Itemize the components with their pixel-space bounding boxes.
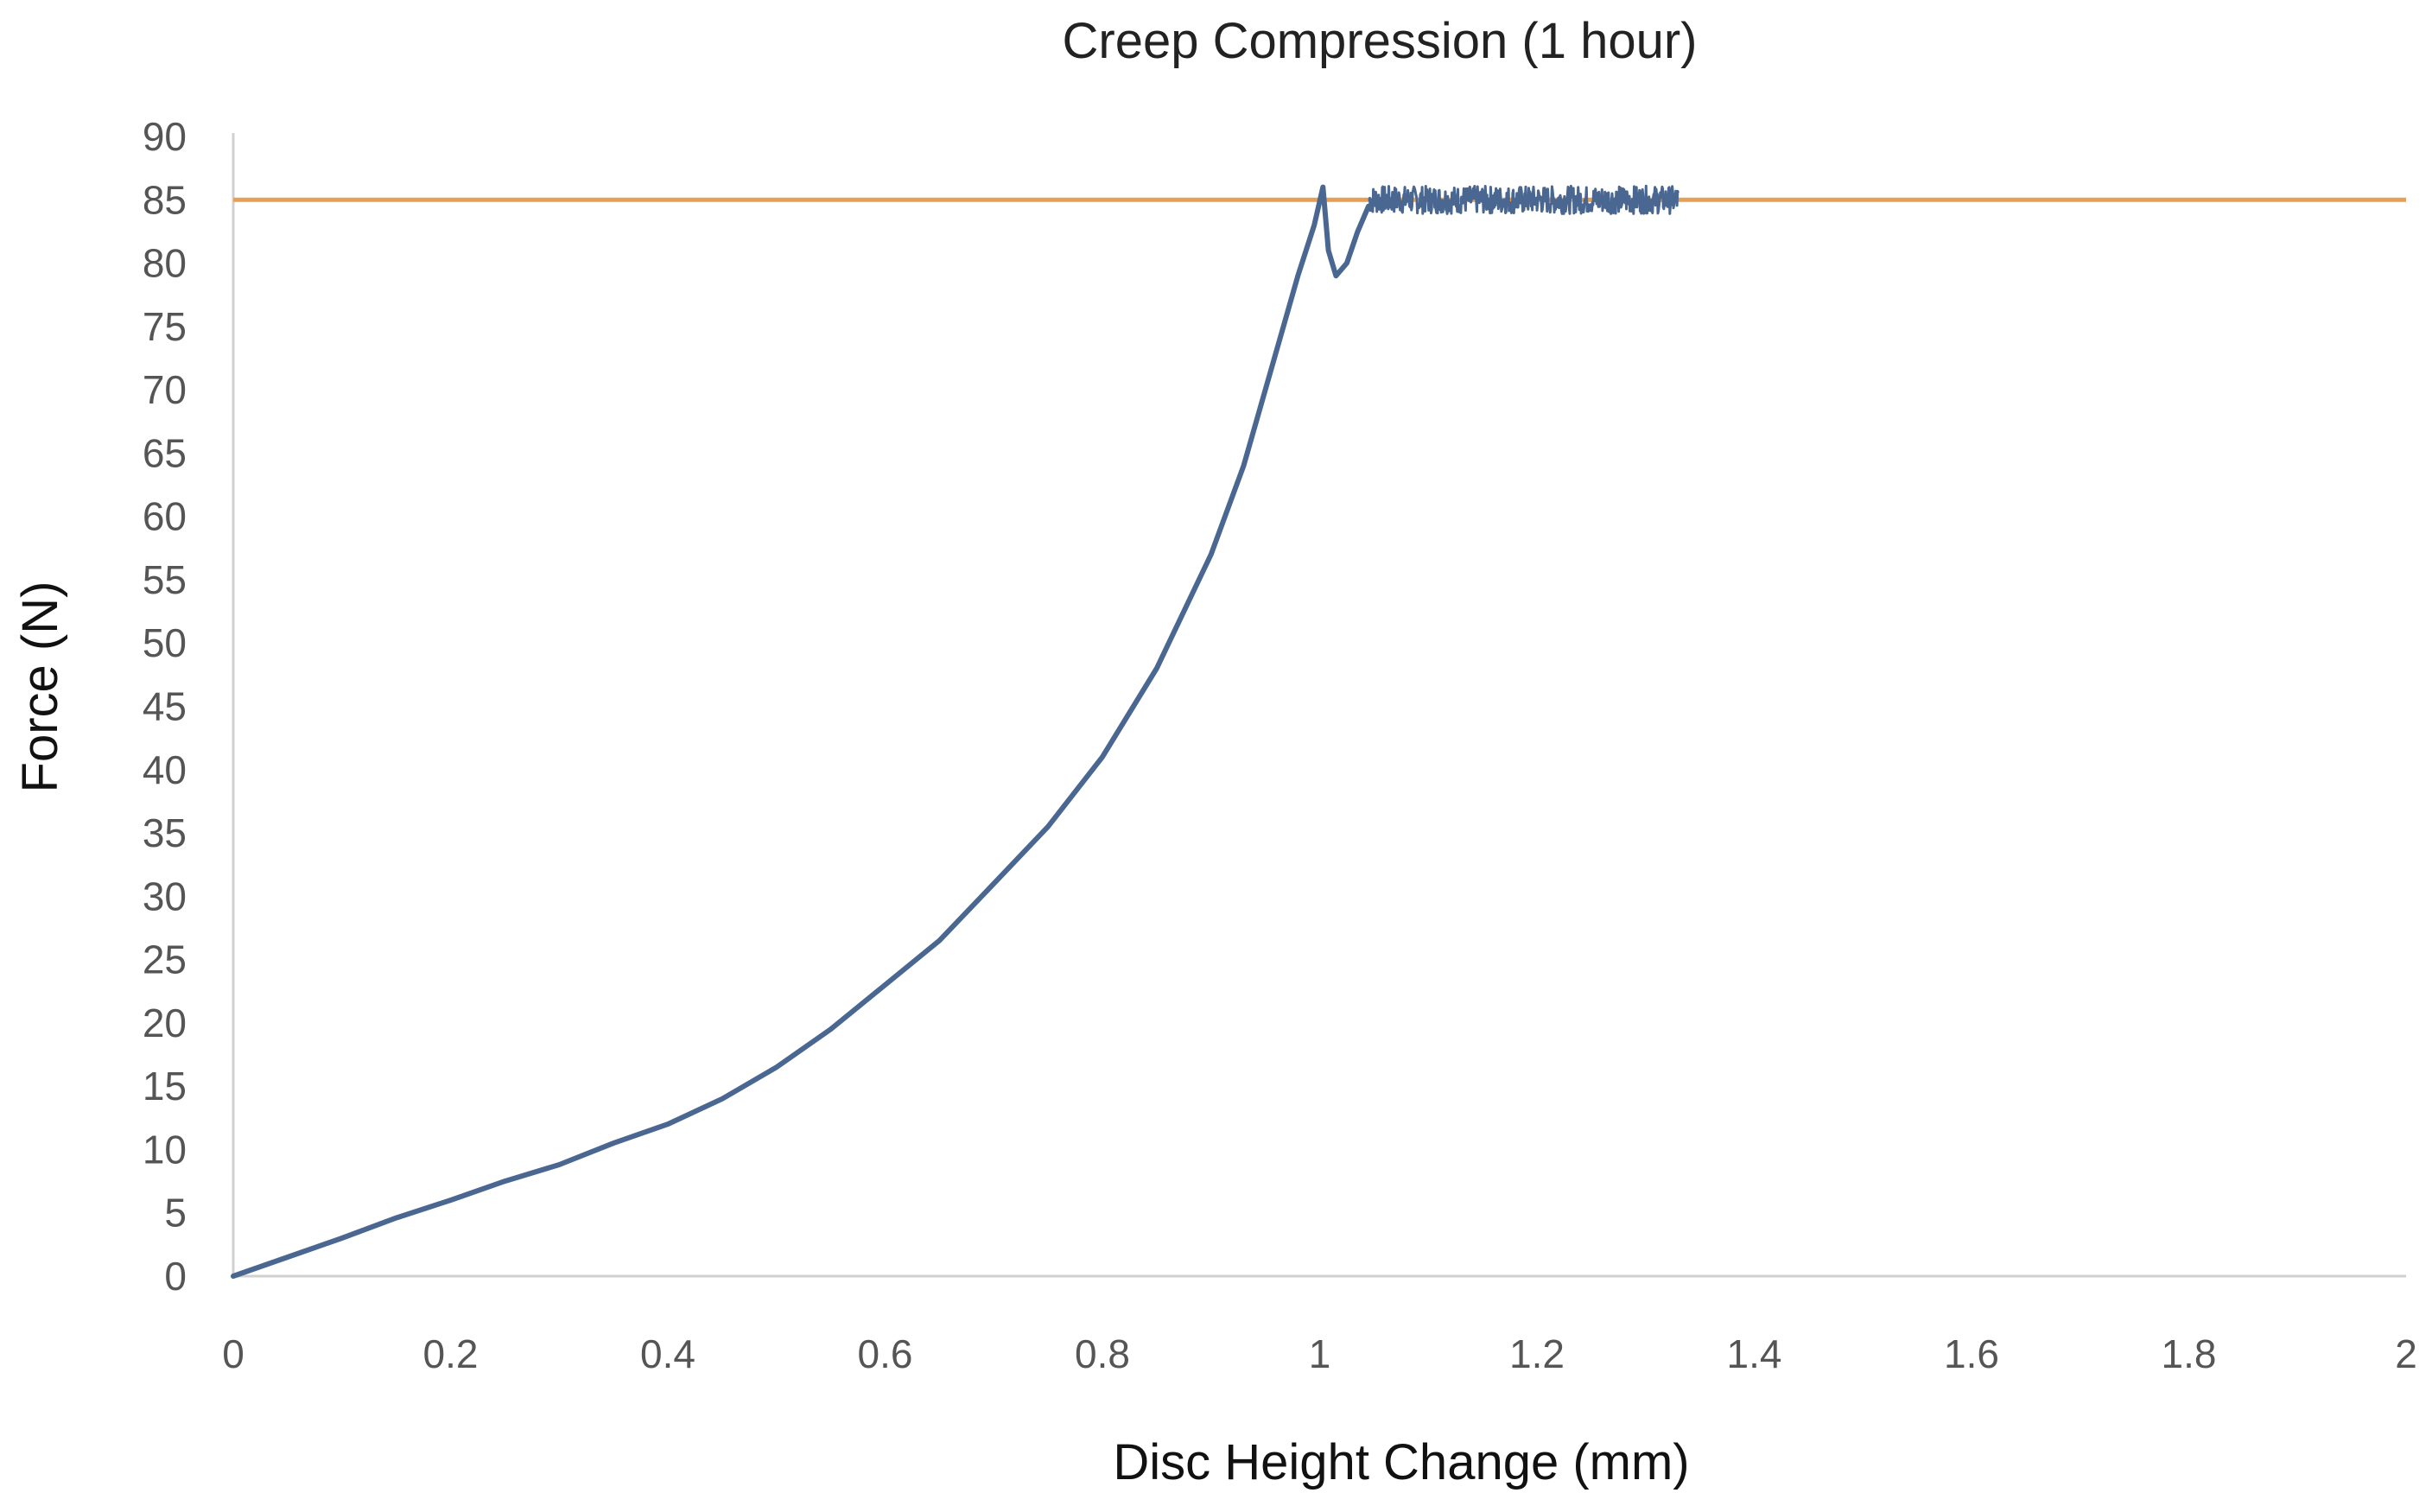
y-tick-label: 75 [143,304,187,349]
y-tick-labels: 0 5 10 15 20 25 30 35 40 45 50 55 60 65 70 75 80 85 90 [143,114,187,1299]
x-tick-label: 0.6 [858,1331,913,1376]
y-tick-label: 10 [143,1127,187,1172]
x-tick-label: 0.8 [1075,1331,1130,1376]
x-tick-label: 0.2 [423,1331,479,1376]
x-tick-label: 1.2 [1509,1331,1565,1376]
y-tick-label: 45 [143,684,187,729]
x-tick-label: 1.6 [1944,1331,1999,1376]
y-tick-label: 90 [143,114,187,159]
y-tick-label: 50 [143,620,187,665]
y-tick-label: 30 [143,874,187,918]
y-tick-label: 55 [143,557,187,602]
chart-title: Creep Compression (1 hour) [1063,13,1698,69]
x-tick-label: 0 [222,1331,244,1376]
x-tick-label: 1.4 [1727,1331,1782,1376]
x-tick-label: 1 [1309,1331,1331,1376]
y-axis-title: Force (N) [12,581,68,793]
y-tick-label: 65 [143,430,187,475]
plateau-noise-line [1368,184,1680,215]
y-tick-label: 20 [143,1001,187,1045]
series-layer [231,184,2406,1279]
x-tick-labels: 0 0.2 0.4 0.6 0.8 1 1.2 1.4 1.6 1.8 2 [222,1331,2417,1376]
y-tick-label: 60 [143,494,187,539]
y-tick-label: 15 [143,1064,187,1109]
x-axis-title: Disc Height Change (mm) [1113,1434,1689,1490]
y-tick-label: 5 [164,1191,187,1236]
y-tick-label: 80 [143,241,187,286]
y-tick-label: 40 [143,747,187,792]
y-tick-label: 70 [143,367,187,412]
y-tick-label: 35 [143,810,187,855]
series-line [231,184,1372,1279]
y-tick-label: 85 [143,177,187,222]
axes [232,133,2406,1278]
x-tick-label: 1.8 [2162,1331,2217,1376]
x-tick-label: 0.4 [640,1331,695,1376]
y-tick-label: 25 [143,937,187,982]
y-tick-label: 0 [164,1254,187,1299]
x-tick-label: 2 [2395,1331,2417,1376]
